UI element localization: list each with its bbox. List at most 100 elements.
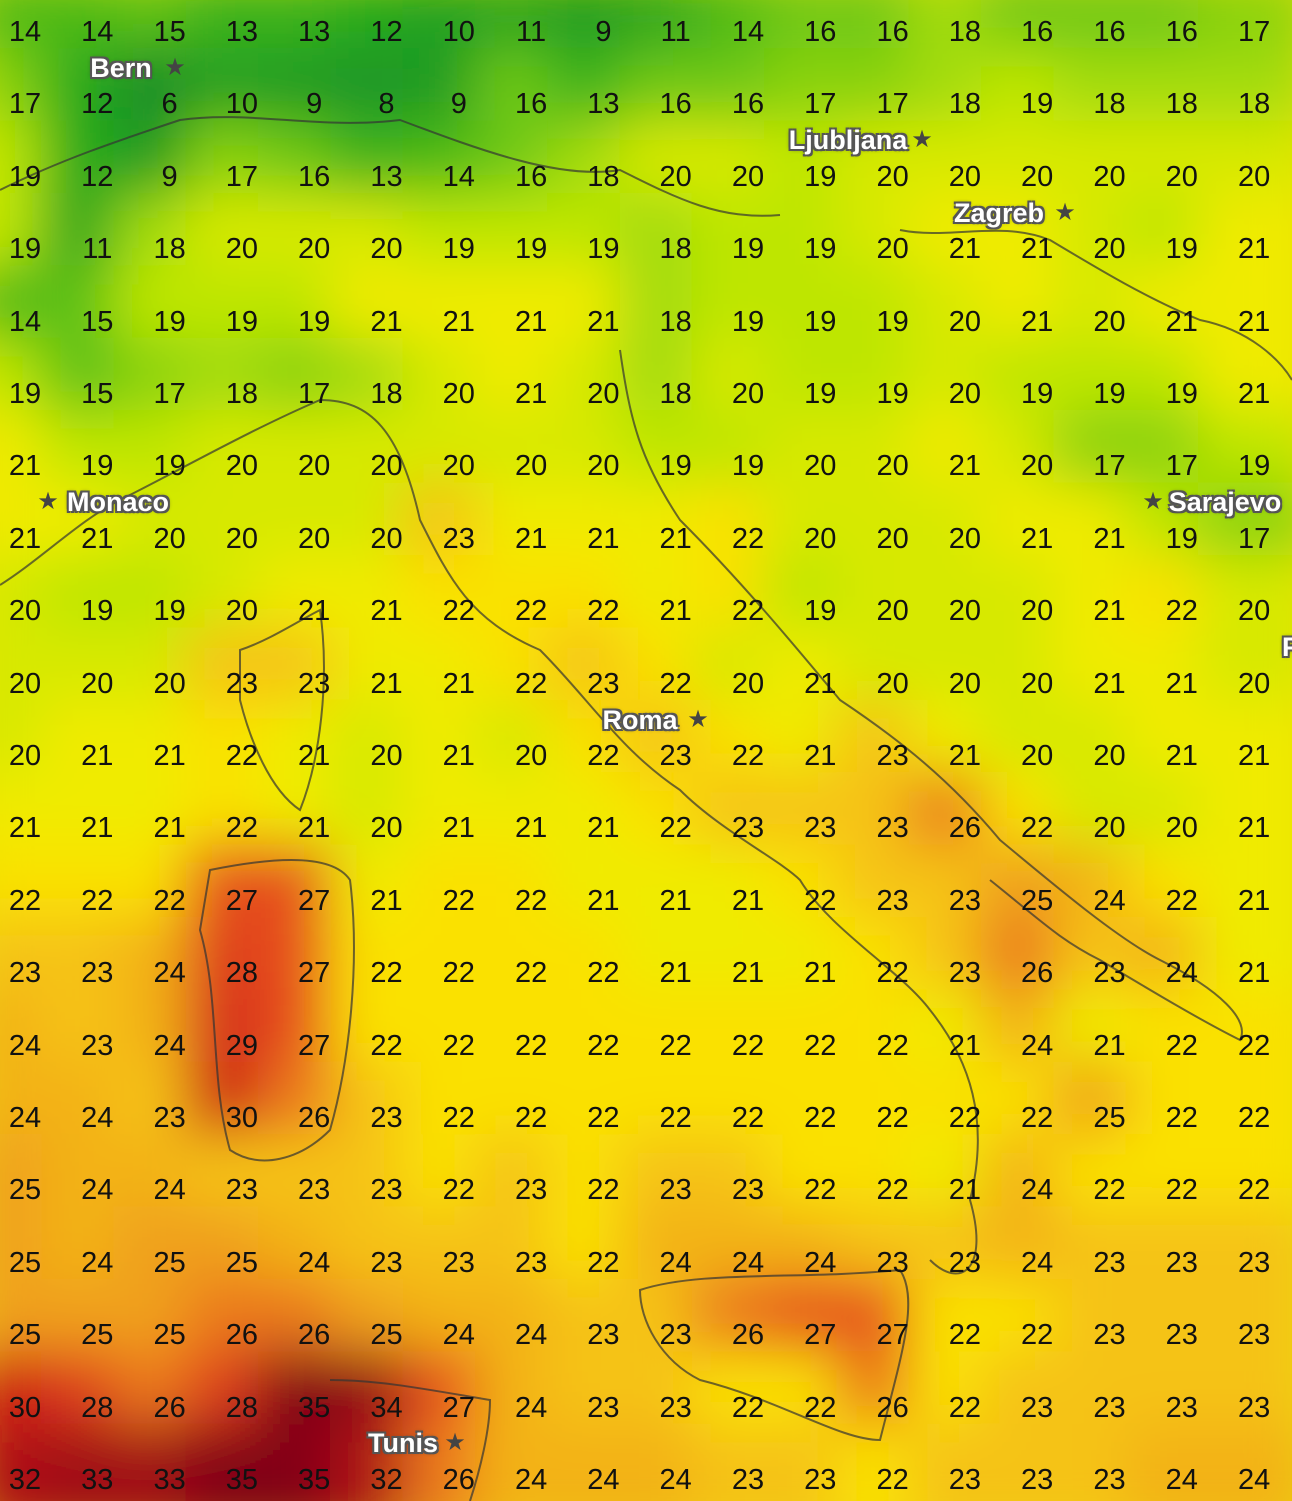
temperature-value: 22 [1165, 1029, 1198, 1062]
temperature-value: 20 [659, 160, 692, 193]
temperature-value: 17 [1237, 16, 1271, 48]
temperature-value: 21 [1093, 667, 1126, 700]
temperature-value: 9 [161, 160, 178, 193]
temperature-value: 20 [81, 667, 114, 700]
temperature-value: 32 [370, 1464, 403, 1496]
temperature-value: 21 [442, 740, 475, 772]
temperature-value: 21 [370, 305, 403, 338]
temperature-value: 23 [659, 1391, 692, 1424]
city-label: Po [1282, 632, 1292, 662]
temperature-value: 20 [8, 667, 42, 700]
temperature-value: 21 [731, 884, 765, 917]
temperature-value: 22 [81, 884, 114, 917]
temperature-value: 21 [587, 812, 620, 845]
temperature-value: 20 [948, 305, 982, 338]
temperature-value: 17 [153, 378, 186, 410]
temperature-value: 21 [948, 1029, 982, 1062]
temperature-value: 20 [1165, 160, 1198, 193]
temperature-value: 23 [659, 740, 692, 772]
temperature-value: 10 [225, 88, 259, 121]
temperature-value: 12 [370, 16, 403, 48]
temperature-value: 21 [514, 305, 548, 338]
temperature-value: 19 [804, 378, 837, 410]
temperature-value: 23 [659, 1174, 692, 1207]
temperature-value: 23 [587, 667, 620, 700]
temperature-value: 21 [370, 884, 403, 917]
temperature-value: 20 [1165, 812, 1198, 845]
temperature-value: 21 [1093, 595, 1126, 628]
temperature-value: 20 [587, 378, 620, 410]
temperature-value: 20 [298, 522, 331, 555]
temperature-value: 22 [1165, 595, 1198, 628]
temperature-value: 24 [153, 957, 186, 990]
temperature-value: 23 [876, 884, 909, 917]
temperature-value: 19 [1021, 378, 1054, 410]
temperature-value: 22 [442, 1029, 475, 1062]
temperature-value: 21 [804, 957, 837, 990]
temperature-value: 23 [876, 812, 909, 845]
temperature-value: 22 [804, 1174, 837, 1207]
temperature-value: 20 [1093, 812, 1126, 845]
temperature-value: 19 [804, 595, 837, 628]
temperature-value: 8 [378, 88, 395, 121]
temperature-value: 22 [514, 884, 548, 917]
temperature-value: 26 [1021, 957, 1054, 990]
temperature-value: 20 [948, 595, 982, 628]
temperature-value: 18 [153, 233, 186, 266]
temperature-value: 21 [514, 812, 548, 845]
temperature-value: 23 [1093, 1246, 1126, 1279]
temperature-value: 18 [587, 160, 620, 193]
temperature-value: 25 [8, 1174, 42, 1207]
temperature-value: 16 [1093, 16, 1126, 48]
temperature-value: 20 [8, 595, 42, 628]
temperature-value: 22 [1165, 884, 1198, 917]
temperature-value: 16 [876, 16, 909, 48]
temperature-value: 11 [660, 16, 691, 48]
temperature-value: 20 [948, 522, 982, 555]
temperature-value: 26 [948, 812, 982, 845]
temperature-value: 17 [1165, 450, 1198, 483]
temperature-value: 23 [1237, 1319, 1271, 1352]
temperature-value: 20 [225, 595, 259, 628]
temperature-value: 22 [804, 1102, 837, 1134]
temperature-value: 21 [1237, 884, 1271, 917]
temperature-value: 24 [804, 1246, 837, 1279]
temperature-value: 24 [731, 1246, 765, 1279]
temperature-value: 21 [298, 595, 331, 628]
temperature-value: 16 [1165, 16, 1198, 48]
temperature-value: 21 [1165, 305, 1198, 338]
temperature-value: 20 [731, 667, 765, 700]
star-icon: ★ [37, 488, 59, 515]
temperature-value: 19 [876, 305, 909, 338]
temperature-value: 23 [948, 1464, 982, 1496]
temperature-value: 22 [1021, 1319, 1054, 1352]
temperature-value: 21 [587, 305, 620, 338]
temperature-value: 22 [659, 1029, 692, 1062]
temperature-value: 17 [225, 160, 259, 193]
temperature-value: 19 [81, 450, 114, 483]
temperature-value: 23 [731, 1464, 765, 1496]
temperature-value: 9 [306, 88, 323, 121]
temperature-value: 18 [370, 378, 403, 410]
temperature-value: 20 [298, 233, 331, 266]
temperature-value: 19 [731, 233, 765, 266]
temperature-value: 24 [81, 1246, 114, 1279]
temperature-value: 20 [442, 450, 475, 483]
temperature-value: 20 [153, 522, 186, 555]
temperature-value: 22 [731, 595, 765, 628]
temperature-value: 14 [81, 16, 114, 48]
temperature-value: 21 [1021, 305, 1054, 338]
star-icon: ★ [1054, 199, 1076, 226]
temperature-value: 22 [1165, 1174, 1198, 1207]
temperature-value: 34 [370, 1391, 403, 1424]
temperature-value: 19 [876, 378, 909, 410]
temperature-value: 18 [659, 305, 692, 338]
temperature-value: 17 [1237, 522, 1271, 555]
temperature-value: 10 [442, 16, 475, 48]
temperature-value: 20 [8, 740, 42, 772]
star-icon: ★ [444, 1429, 466, 1456]
temperature-value: 21 [153, 740, 186, 772]
temperature-value: 19 [1093, 378, 1126, 410]
